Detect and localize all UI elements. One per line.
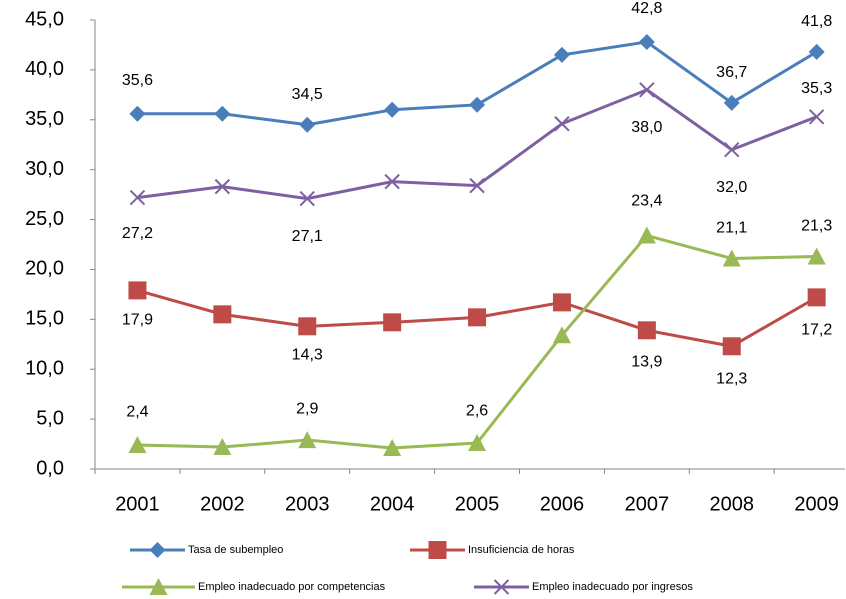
marker: [468, 434, 487, 452]
legend-label: Insuficiencia de horas: [468, 544, 575, 556]
marker: [214, 105, 231, 122]
marker: [213, 438, 232, 456]
y-tick-label: 35,0: [25, 108, 64, 130]
data-label: 23,4: [631, 193, 662, 210]
marker: [384, 101, 401, 118]
x-tick-label: 2002: [200, 493, 245, 515]
marker: [552, 326, 571, 344]
marker: [384, 173, 400, 190]
y-tick-label: 15,0: [25, 308, 64, 330]
data-label: 17,2: [801, 322, 832, 339]
marker: [128, 436, 147, 454]
marker: [807, 288, 826, 307]
marker: [214, 178, 231, 195]
marker: [129, 105, 146, 122]
data-label: 17,9: [122, 312, 153, 329]
data-label: 2,4: [126, 403, 148, 420]
marker: [149, 578, 168, 595]
y-tick-label: 5,0: [36, 407, 64, 429]
marker: [469, 96, 486, 113]
marker: [722, 249, 741, 267]
marker: [468, 308, 487, 327]
data-label: 2,9: [296, 400, 318, 417]
data-label: 2,6: [466, 402, 488, 419]
marker: [639, 82, 655, 98]
data-label: 41,8: [801, 13, 832, 30]
y-tick-label: 10,0: [25, 358, 64, 380]
marker: [383, 313, 402, 332]
marker: [298, 317, 317, 336]
marker: [469, 177, 485, 194]
marker: [493, 579, 510, 595]
data-label: 32,0: [716, 179, 747, 196]
marker: [723, 94, 740, 111]
y-tick-label: 40,0: [25, 58, 64, 80]
marker: [428, 541, 447, 559]
data-label: 27,1: [292, 228, 323, 245]
legend-label: Tasa de subempleo: [188, 544, 283, 556]
legend-label: Empleo inadecuado por competencias: [198, 581, 386, 593]
data-label: 35,3: [801, 80, 832, 97]
data-label: 34,5: [292, 86, 323, 103]
marker: [299, 116, 316, 133]
marker: [552, 293, 571, 312]
x-tick-label: 2009: [794, 493, 839, 515]
marker: [807, 247, 826, 265]
y-tick-label: 20,0: [25, 258, 64, 280]
x-tick-label: 2005: [455, 493, 500, 515]
x-tick-label: 2003: [285, 493, 330, 515]
y-tick-label: 30,0: [25, 158, 64, 180]
marker: [383, 439, 402, 457]
marker: [808, 43, 825, 60]
legend-label: Empleo inadecuado por ingresos: [532, 581, 693, 593]
x-tick-label: 2004: [370, 493, 415, 515]
data-label: 38,0: [631, 119, 662, 136]
marker: [638, 33, 655, 50]
data-label: 42,8: [631, 0, 662, 17]
marker: [213, 305, 232, 324]
data-label: 12,3: [716, 370, 747, 387]
x-tick-label: 2007: [625, 493, 670, 515]
marker: [128, 281, 147, 300]
marker: [299, 190, 315, 207]
data-label: 21,1: [716, 220, 747, 237]
marker: [637, 226, 656, 244]
marker: [129, 189, 146, 206]
y-tick-label: 25,0: [25, 208, 64, 230]
marker: [722, 337, 741, 356]
y-tick-label: 45,0: [25, 8, 64, 30]
marker: [554, 116, 570, 132]
marker: [724, 142, 740, 158]
data-label: 36,7: [716, 64, 747, 81]
data-label: 14,3: [292, 347, 323, 364]
x-tick-label: 2008: [710, 493, 755, 515]
marker: [149, 542, 166, 558]
x-tick-label: 2006: [540, 493, 585, 515]
data-label: 27,2: [122, 225, 153, 242]
y-tick-label: 0,0: [36, 457, 64, 479]
data-label: 13,9: [631, 354, 662, 371]
marker: [298, 431, 317, 449]
data-label: 21,3: [801, 218, 832, 235]
marker: [637, 321, 656, 340]
x-tick-label: 2001: [115, 493, 160, 515]
marker: [808, 109, 825, 125]
data-label: 35,6: [122, 72, 153, 89]
marker: [553, 46, 570, 63]
